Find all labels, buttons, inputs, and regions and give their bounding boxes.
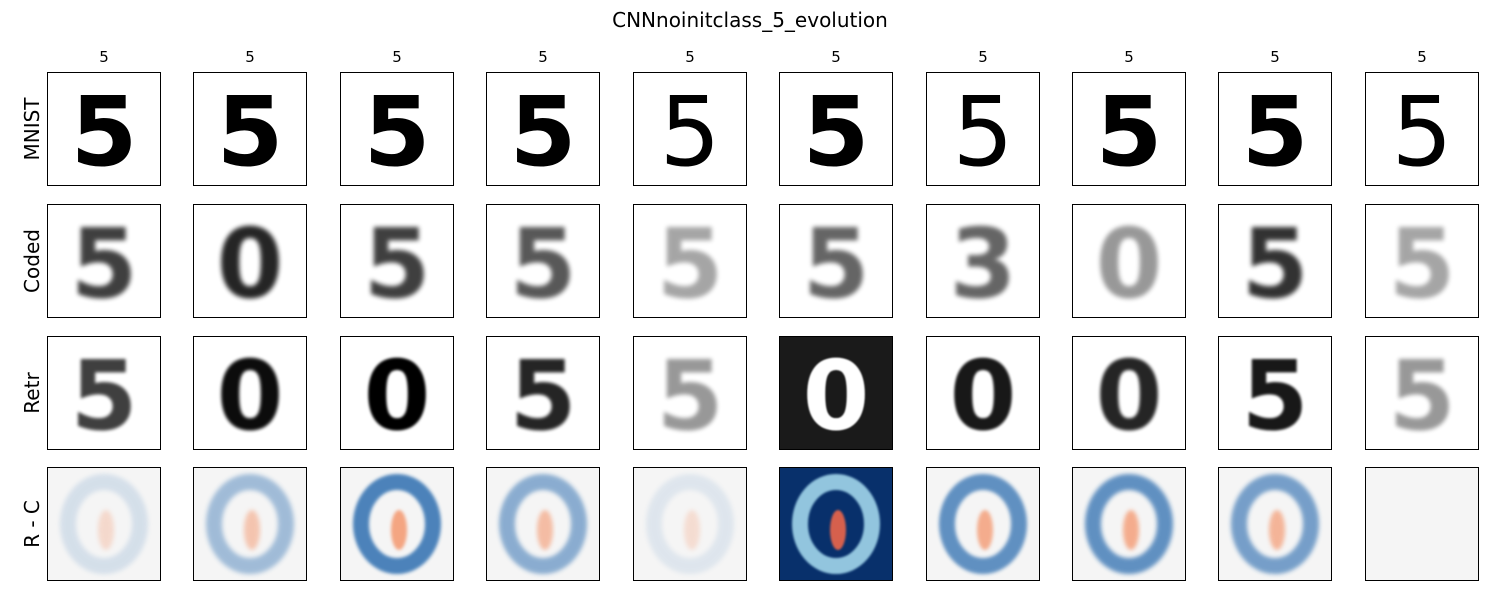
svg-text:5: 5 [364, 208, 431, 317]
svg-text:5: 5 [657, 208, 724, 317]
retr-image: 0 [779, 336, 893, 450]
coded-image: 5 [1365, 204, 1479, 318]
column-label: 5 [1270, 48, 1280, 66]
figure-title: CNNnoinitclass_5_evolution [612, 8, 888, 32]
svg-text:5: 5 [1242, 340, 1309, 449]
retr-image: 5 [1365, 336, 1479, 450]
svg-text:5: 5 [1389, 340, 1456, 449]
diff-image [1365, 467, 1479, 581]
diff-image [633, 467, 747, 581]
diff-image [1218, 467, 1332, 581]
diff-image [1072, 467, 1186, 581]
retr-image: 5 [633, 336, 747, 450]
row-label: R - C [20, 500, 44, 548]
svg-text:5: 5 [1096, 76, 1163, 185]
svg-text:5: 5 [71, 208, 138, 317]
column-label: 5 [538, 48, 548, 66]
retr-image: 0 [193, 336, 307, 450]
retr-image: 5 [486, 336, 600, 450]
coded-image: 5 [779, 204, 893, 318]
svg-text:5: 5 [71, 340, 138, 449]
svg-text:0: 0 [1096, 208, 1163, 317]
coded-image: 5 [633, 204, 747, 318]
mnist-image: 5 [1218, 72, 1332, 186]
column-label: 5 [99, 48, 109, 66]
diff-image [193, 467, 307, 581]
diff-image [926, 467, 1040, 581]
coded-image: 5 [1218, 204, 1332, 318]
svg-text:5: 5 [217, 76, 284, 185]
svg-text:5: 5 [659, 76, 720, 185]
retr-image: 5 [47, 336, 161, 450]
svg-text:5: 5 [657, 340, 724, 449]
column-label: 5 [392, 48, 402, 66]
mnist-image: 5 [779, 72, 893, 186]
svg-text:5: 5 [952, 76, 1013, 185]
svg-text:5: 5 [1242, 208, 1309, 317]
coded-image: 0 [1072, 204, 1186, 318]
svg-text:5: 5 [1242, 76, 1309, 185]
svg-text:0: 0 [217, 208, 284, 317]
column-label: 5 [1417, 48, 1427, 66]
retr-image: 0 [340, 336, 454, 450]
svg-text:0: 0 [217, 340, 284, 449]
svg-text:5: 5 [803, 76, 870, 185]
diff-image [47, 467, 161, 581]
retr-image: 0 [926, 336, 1040, 450]
row-label: Coded [20, 229, 44, 293]
svg-text:5: 5 [1391, 76, 1452, 185]
svg-text:3: 3 [950, 208, 1017, 317]
diff-image [779, 467, 893, 581]
svg-text:5: 5 [364, 76, 431, 185]
svg-text:5: 5 [510, 340, 577, 449]
svg-text:5: 5 [510, 76, 577, 185]
svg-text:0: 0 [803, 340, 870, 449]
retr-image: 5 [1218, 336, 1332, 450]
coded-image: 0 [193, 204, 307, 318]
column-label: 5 [978, 48, 988, 66]
retr-image: 0 [1072, 336, 1186, 450]
diff-image [486, 467, 600, 581]
mnist-image: 5 [926, 72, 1040, 186]
svg-text:0: 0 [950, 340, 1017, 449]
column-label: 5 [245, 48, 255, 66]
column-label: 5 [1124, 48, 1134, 66]
svg-text:0: 0 [364, 340, 431, 449]
mnist-image: 5 [486, 72, 600, 186]
svg-text:5: 5 [510, 208, 577, 317]
mnist-image: 5 [633, 72, 747, 186]
mnist-image: 5 [193, 72, 307, 186]
svg-text:5: 5 [71, 76, 138, 185]
row-label: MNIST [20, 97, 44, 161]
mnist-image: 5 [47, 72, 161, 186]
mnist-image: 5 [1365, 72, 1479, 186]
svg-text:5: 5 [1389, 208, 1456, 317]
svg-text:0: 0 [1096, 340, 1163, 449]
coded-image: 5 [47, 204, 161, 318]
column-label: 5 [831, 48, 841, 66]
coded-image: 5 [486, 204, 600, 318]
column-label: 5 [685, 48, 695, 66]
coded-image: 5 [340, 204, 454, 318]
row-label: Retr [20, 372, 44, 414]
diff-image [340, 467, 454, 581]
svg-text:5: 5 [803, 208, 870, 317]
mnist-image: 5 [1072, 72, 1186, 186]
coded-image: 3 [926, 204, 1040, 318]
mnist-image: 5 [340, 72, 454, 186]
